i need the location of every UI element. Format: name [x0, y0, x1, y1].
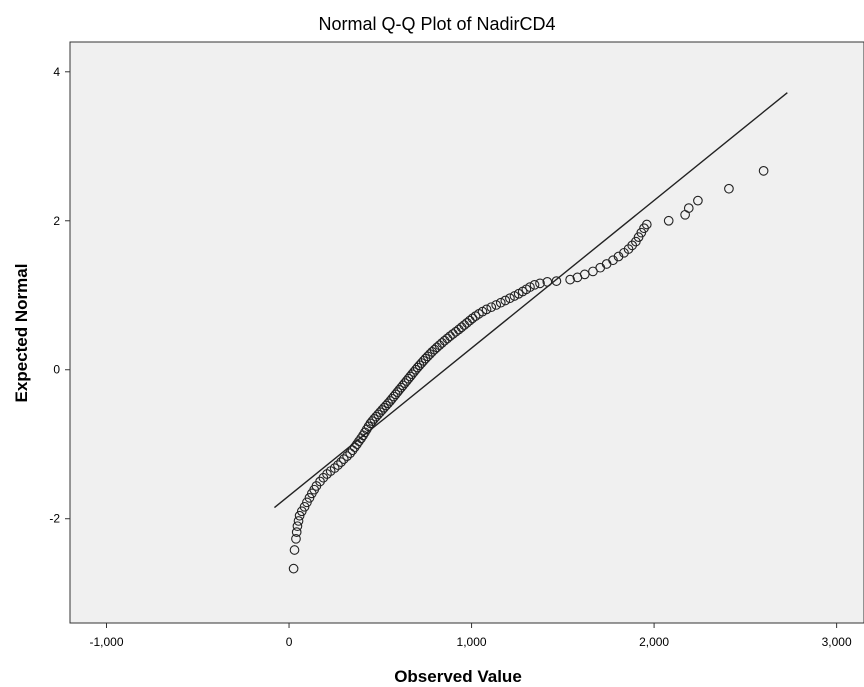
data-point [345, 448, 356, 459]
chart-title: Normal Q-Q Plot of NadirCD4 [318, 14, 555, 34]
data-point [525, 282, 535, 292]
y-tick-label: 4 [53, 65, 60, 79]
data-point [292, 521, 303, 532]
data-point [299, 501, 310, 512]
data-point [491, 300, 502, 310]
data-point [565, 274, 575, 285]
data-point [579, 269, 590, 280]
data-point [289, 545, 300, 555]
data-point [291, 527, 302, 537]
data-points [288, 166, 769, 574]
x-tick-label: 1,000 [457, 635, 487, 649]
data-point [758, 166, 769, 176]
x-axis-title: Observed Value [394, 667, 522, 686]
x-tick-label: 0 [286, 635, 293, 649]
x-axis-ticks: -1,000 0 1,000 2,000 3,000 [89, 623, 852, 649]
data-point [329, 463, 340, 473]
data-point [333, 460, 343, 470]
data-point [293, 516, 304, 526]
data-point [481, 304, 492, 315]
y-tick-label: 0 [53, 363, 60, 377]
x-tick-label: 2,000 [639, 635, 669, 649]
y-tick-label: -2 [49, 512, 60, 526]
y-axis-title: Expected Normal [12, 264, 31, 403]
data-point [683, 203, 694, 213]
data-point [470, 311, 481, 321]
data-point [641, 219, 652, 230]
x-tick-label: -1,000 [89, 635, 123, 649]
data-point [724, 183, 734, 194]
data-point [551, 276, 562, 286]
data-point [542, 276, 553, 287]
data-point [467, 313, 478, 324]
data-point [288, 563, 299, 574]
data-point [304, 493, 315, 503]
data-point [291, 533, 301, 544]
y-tick-label: 2 [53, 214, 60, 228]
data-point [505, 293, 515, 304]
data-point [693, 195, 703, 206]
data-point [529, 279, 540, 290]
data-point [486, 302, 497, 313]
data-point [294, 510, 305, 521]
data-point [500, 295, 511, 306]
data-point [363, 421, 374, 432]
data-point [535, 278, 545, 289]
data-point [338, 454, 349, 464]
data-point [495, 297, 506, 308]
y-axis-ticks: 4 2 0 -2 [49, 65, 70, 526]
data-point [336, 457, 346, 467]
x-tick-label: 3,000 [822, 635, 852, 649]
data-point [342, 451, 352, 461]
data-point [663, 215, 674, 226]
plot-area [69, 41, 864, 624]
